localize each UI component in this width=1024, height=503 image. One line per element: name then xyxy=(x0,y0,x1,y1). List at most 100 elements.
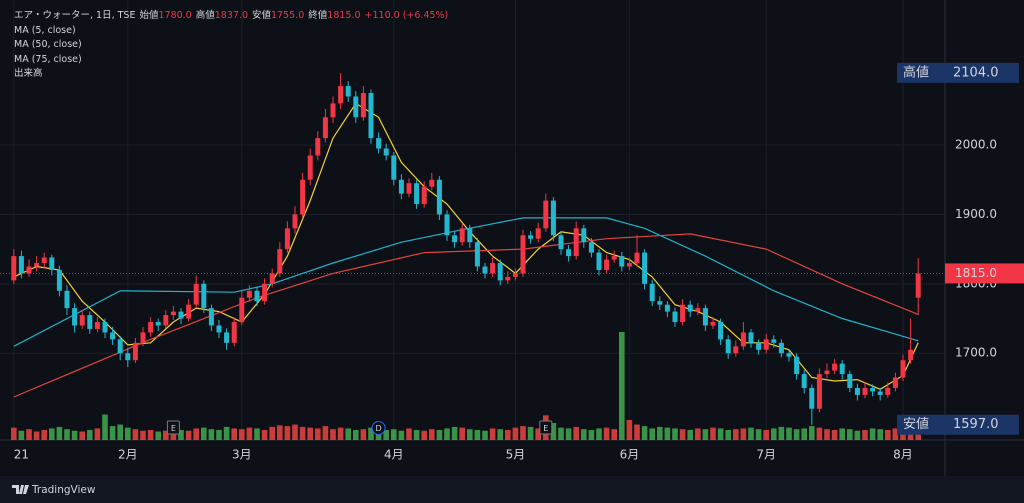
candle-body xyxy=(497,263,503,281)
candle-body xyxy=(125,353,131,361)
volume-bar xyxy=(292,424,298,440)
candle-body xyxy=(79,315,85,326)
candle-body xyxy=(566,249,572,257)
volume-bar xyxy=(299,426,306,440)
volume-bar xyxy=(748,427,754,440)
volume-bar xyxy=(816,427,823,440)
event-label: E xyxy=(171,424,176,433)
field-value: 1815.0 xyxy=(327,10,361,21)
candle-body xyxy=(72,308,78,326)
price-label-value: 1597.0 xyxy=(953,417,999,432)
volume-bar xyxy=(360,429,367,440)
axes: 1700.01800.01900.02000.0212月3月4月5月6月7月8月… xyxy=(14,62,1024,462)
event-marker xyxy=(539,420,553,435)
volume-bar xyxy=(512,427,519,440)
candle-body xyxy=(178,311,184,319)
volume-bar xyxy=(649,428,655,440)
candle-body xyxy=(41,257,47,264)
volume-bar xyxy=(56,426,63,440)
volume-bar xyxy=(284,426,291,440)
y-tick-label: 2000.0 xyxy=(955,138,997,152)
candle-body xyxy=(915,273,921,298)
candle-body xyxy=(695,308,701,312)
candle-body xyxy=(429,179,435,187)
volume-bar xyxy=(489,428,496,440)
candle-body xyxy=(824,370,830,375)
candle-body xyxy=(284,228,290,250)
candle-body xyxy=(832,363,838,371)
candle-body xyxy=(307,155,313,180)
candle-body xyxy=(11,256,17,281)
candle-body xyxy=(847,374,853,388)
indicator-name: MA (75, close) xyxy=(14,53,82,65)
indicator-line: MA (75, close) xyxy=(14,53,452,68)
candle-body xyxy=(816,374,822,409)
volume-bar xyxy=(588,429,595,440)
volume-bar xyxy=(740,428,747,440)
volume-bar xyxy=(406,428,412,440)
volume-bar xyxy=(383,429,389,440)
volume-bar xyxy=(353,429,359,440)
candle-body xyxy=(573,228,579,257)
volume-bar xyxy=(527,426,534,440)
volume-bar xyxy=(657,426,663,440)
field-name: 終値 xyxy=(308,10,328,21)
candle-body xyxy=(748,332,754,343)
candle-body xyxy=(186,304,192,319)
volume-bar xyxy=(246,427,253,440)
field-name: 始値 xyxy=(139,10,159,21)
candle-body xyxy=(596,252,602,270)
candle-body xyxy=(649,283,655,302)
candle-body xyxy=(900,360,906,378)
volume-bar xyxy=(444,428,450,440)
y-tick-label: 1700.0 xyxy=(955,346,997,360)
event-label: E xyxy=(543,424,548,433)
candle-body xyxy=(877,391,883,395)
candle-body xyxy=(809,387,815,409)
volume-bar xyxy=(611,429,617,440)
candle-body xyxy=(421,186,427,205)
candle-body xyxy=(140,332,146,343)
candle-body xyxy=(414,183,420,205)
candle-body xyxy=(64,290,70,309)
candle-body xyxy=(406,183,412,194)
candle-body xyxy=(626,263,632,267)
field-value: 1780.0 xyxy=(158,10,192,21)
volume-bar xyxy=(778,426,785,440)
volume-bar xyxy=(603,427,610,440)
volume-bar xyxy=(368,427,374,440)
candle-body xyxy=(778,342,784,354)
x-tick-label: 8月 xyxy=(893,448,913,462)
candle-body xyxy=(839,363,845,375)
candle-body xyxy=(634,252,640,264)
volume-bar xyxy=(839,428,845,440)
volume-bar xyxy=(558,427,564,440)
volume-bar xyxy=(322,426,329,440)
candle-body xyxy=(664,304,670,312)
candle-body xyxy=(771,339,777,343)
last-price-label: 1815.0 xyxy=(955,266,997,280)
volume-bar xyxy=(26,429,32,440)
symbol: エア・ウォーター, 1日, TSE xyxy=(14,10,136,21)
candle-body xyxy=(512,273,518,277)
brand: TradingView xyxy=(31,484,96,496)
volume-bar xyxy=(94,428,101,440)
volume-bar xyxy=(71,430,78,440)
volume-bar xyxy=(261,429,268,440)
volume-bar xyxy=(733,429,739,440)
candle-body xyxy=(353,96,359,118)
candle-body xyxy=(528,235,534,239)
price-label-box xyxy=(897,62,1019,83)
candle-body xyxy=(231,322,237,343)
footer-bar xyxy=(0,476,1024,503)
event-marker xyxy=(166,420,180,435)
x-tick-label: 4月 xyxy=(384,448,404,462)
volume-bar xyxy=(786,427,792,440)
volume-bar xyxy=(163,430,169,440)
volume-bar xyxy=(497,429,503,440)
volume-bar xyxy=(702,429,709,440)
candle-body xyxy=(733,346,739,354)
x-tick-label: 2月 xyxy=(118,448,138,462)
candle-body xyxy=(277,249,283,274)
